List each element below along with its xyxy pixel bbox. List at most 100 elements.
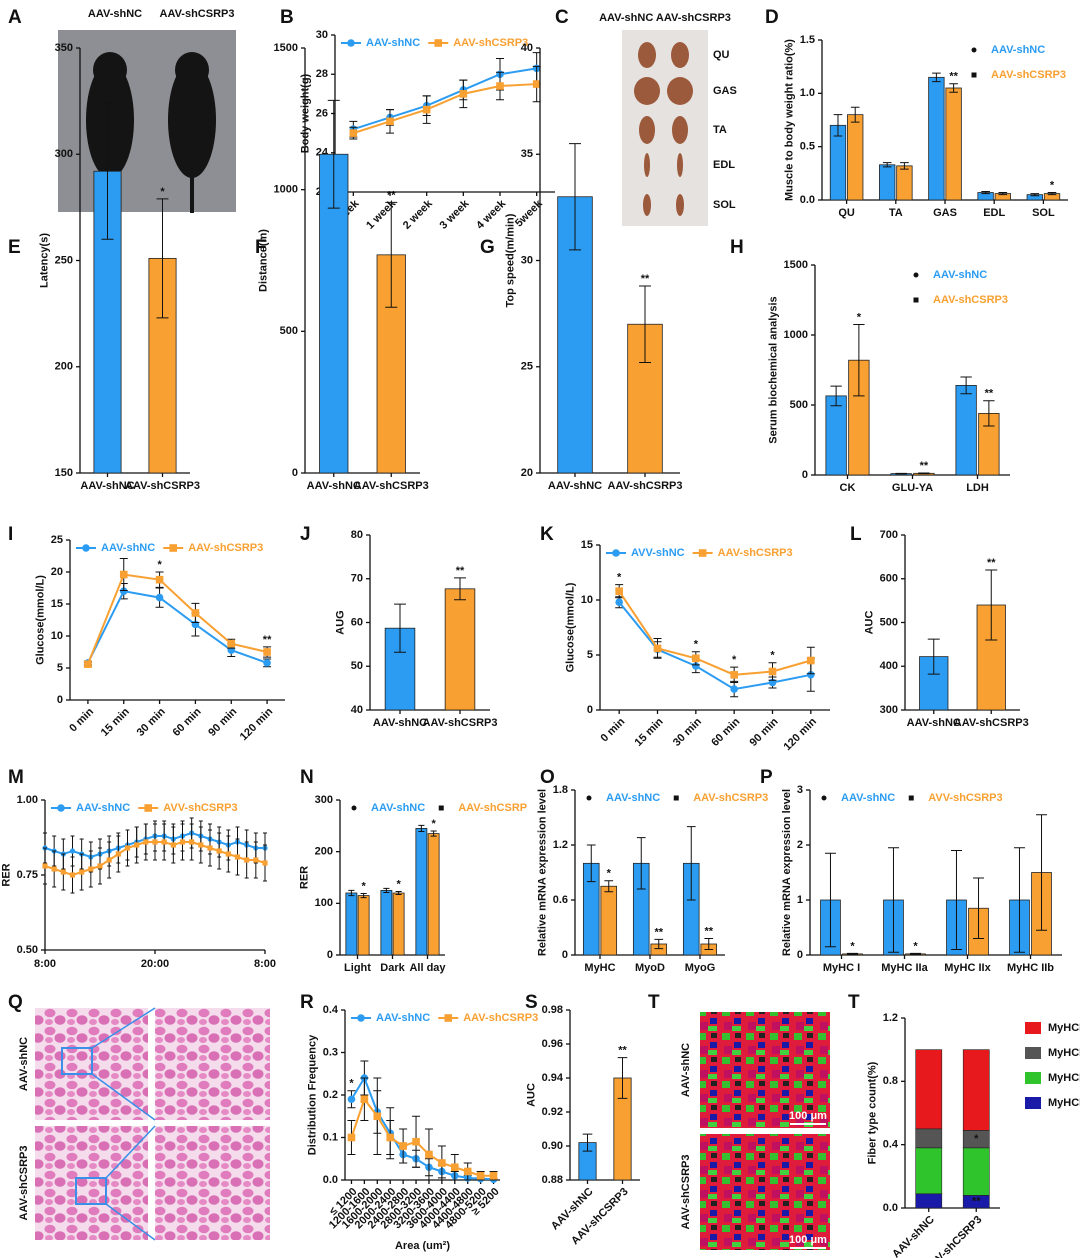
- error-bar: [960, 376, 972, 395]
- error-bar: [686, 826, 696, 901]
- y-tick-label: 20: [521, 467, 533, 479]
- panel-label: A: [8, 7, 22, 28]
- significance: *: [396, 878, 401, 890]
- x-tick-label: Light: [344, 962, 371, 974]
- x-tick-label: 15 min: [99, 706, 132, 739]
- point: [106, 857, 112, 863]
- point: [532, 80, 541, 88]
- point: [155, 593, 164, 602]
- y-tick-label: 80: [351, 529, 363, 541]
- y-tick-label: 5: [57, 662, 63, 674]
- error-bar: [850, 106, 860, 123]
- y-tick-label: 50: [351, 660, 363, 672]
- x-tick-label: 8:00: [254, 958, 276, 970]
- error-bar: [454, 577, 466, 601]
- bar-segment: [915, 1147, 943, 1195]
- point: [97, 863, 103, 869]
- x-tick-label: 4 week: [474, 197, 509, 232]
- x-tick-label: 8:00: [34, 958, 56, 970]
- x-tick-label: 20:00: [141, 958, 169, 970]
- series-line: [86, 573, 268, 665]
- error-bar: [395, 890, 402, 896]
- significance: *: [913, 940, 918, 952]
- point: [262, 860, 268, 866]
- point: [60, 869, 66, 875]
- x-tick-label: QU: [838, 207, 855, 219]
- y-axis-label: Fiber type count(%): [867, 1061, 879, 1164]
- error-bar: [1030, 193, 1040, 197]
- point: [730, 671, 738, 679]
- panel-label: Q: [8, 992, 23, 1013]
- legend-label: AAV-shNC: [371, 802, 425, 814]
- y-tick-label: 700: [880, 529, 898, 541]
- muscle-label: EDL: [713, 159, 735, 171]
- point: [119, 570, 128, 579]
- x-tick-label: 0 min: [599, 715, 628, 744]
- point: [349, 129, 358, 137]
- muscle-label: GAS: [713, 85, 737, 97]
- point: [152, 839, 158, 845]
- x-tick-label: All day: [409, 962, 446, 974]
- error-bar: [1047, 192, 1057, 196]
- legend-label: AAV-shCSRP3: [933, 294, 1008, 306]
- significance: *: [160, 186, 165, 198]
- error-bar: [830, 385, 842, 407]
- error-bar: [900, 162, 909, 170]
- image-label: AAV-shNC: [88, 8, 142, 20]
- point: [225, 851, 231, 857]
- scale-bar-label: 100 μm: [789, 1234, 827, 1246]
- error-bar: [654, 938, 664, 950]
- y-tick-label: 0.94: [542, 1072, 564, 1084]
- y-tick-label: 400: [880, 660, 898, 672]
- y-tick-label: 0: [802, 469, 808, 481]
- y-axis-label: Body weight(g): [300, 73, 312, 153]
- x-tick-label: EDL: [983, 207, 1005, 219]
- y-axis-label: RER: [0, 863, 12, 886]
- y-tick-label: 300: [55, 148, 73, 160]
- point: [79, 869, 85, 875]
- point: [422, 105, 431, 114]
- point: [227, 639, 236, 648]
- y-tick-label: 1.00: [17, 794, 38, 806]
- panel-label: N: [300, 767, 314, 788]
- image-label: AAV-shCSRP3: [160, 8, 235, 20]
- y-tick-label: 0.0: [323, 1174, 338, 1186]
- significance: **: [654, 926, 663, 938]
- panel-label: K: [540, 524, 554, 545]
- bar-segment: [962, 1049, 990, 1131]
- y-axis-label: Serum biochemical analysis: [767, 296, 779, 443]
- significance: *: [157, 559, 162, 571]
- mice: [86, 52, 216, 213]
- muscle-photo: [622, 30, 708, 226]
- significance: *: [617, 572, 622, 584]
- error-bar: [569, 143, 581, 251]
- panel-label: T: [648, 992, 660, 1013]
- point: [615, 587, 623, 595]
- muscle-label: SOL: [713, 199, 736, 211]
- muscle-label: QU: [713, 49, 730, 61]
- error-bar: [985, 569, 998, 641]
- y-tick-label: 20: [51, 566, 63, 578]
- x-tick-label: 90 min: [748, 716, 781, 749]
- point: [161, 839, 167, 845]
- legend-marker: [908, 795, 914, 801]
- bar-segment: [915, 1128, 943, 1149]
- y-tick-label: 0.6: [553, 894, 568, 906]
- y-tick-label: 25: [521, 361, 533, 373]
- y-tick-label: 300: [315, 794, 333, 806]
- legend-marker: [144, 804, 153, 812]
- legend-label: AAV-shCSRP3: [693, 792, 768, 804]
- legend-marker: [357, 1014, 365, 1022]
- point: [399, 1142, 407, 1150]
- legend-label: AAV-shNC: [841, 792, 895, 804]
- legend-swatch: [1025, 1022, 1041, 1034]
- x-tick-label: 30 min: [135, 706, 168, 739]
- x-tick-label: AAV-shCSRP3: [125, 480, 200, 492]
- panel-label: M: [8, 767, 24, 788]
- legend-label: AVV-shNC: [631, 547, 685, 559]
- bar: [600, 885, 618, 956]
- legend-marker: [82, 544, 90, 552]
- y-tick-label: 1: [797, 894, 803, 906]
- panel-label: J: [300, 524, 311, 545]
- x-tick-label: LDH: [966, 482, 989, 494]
